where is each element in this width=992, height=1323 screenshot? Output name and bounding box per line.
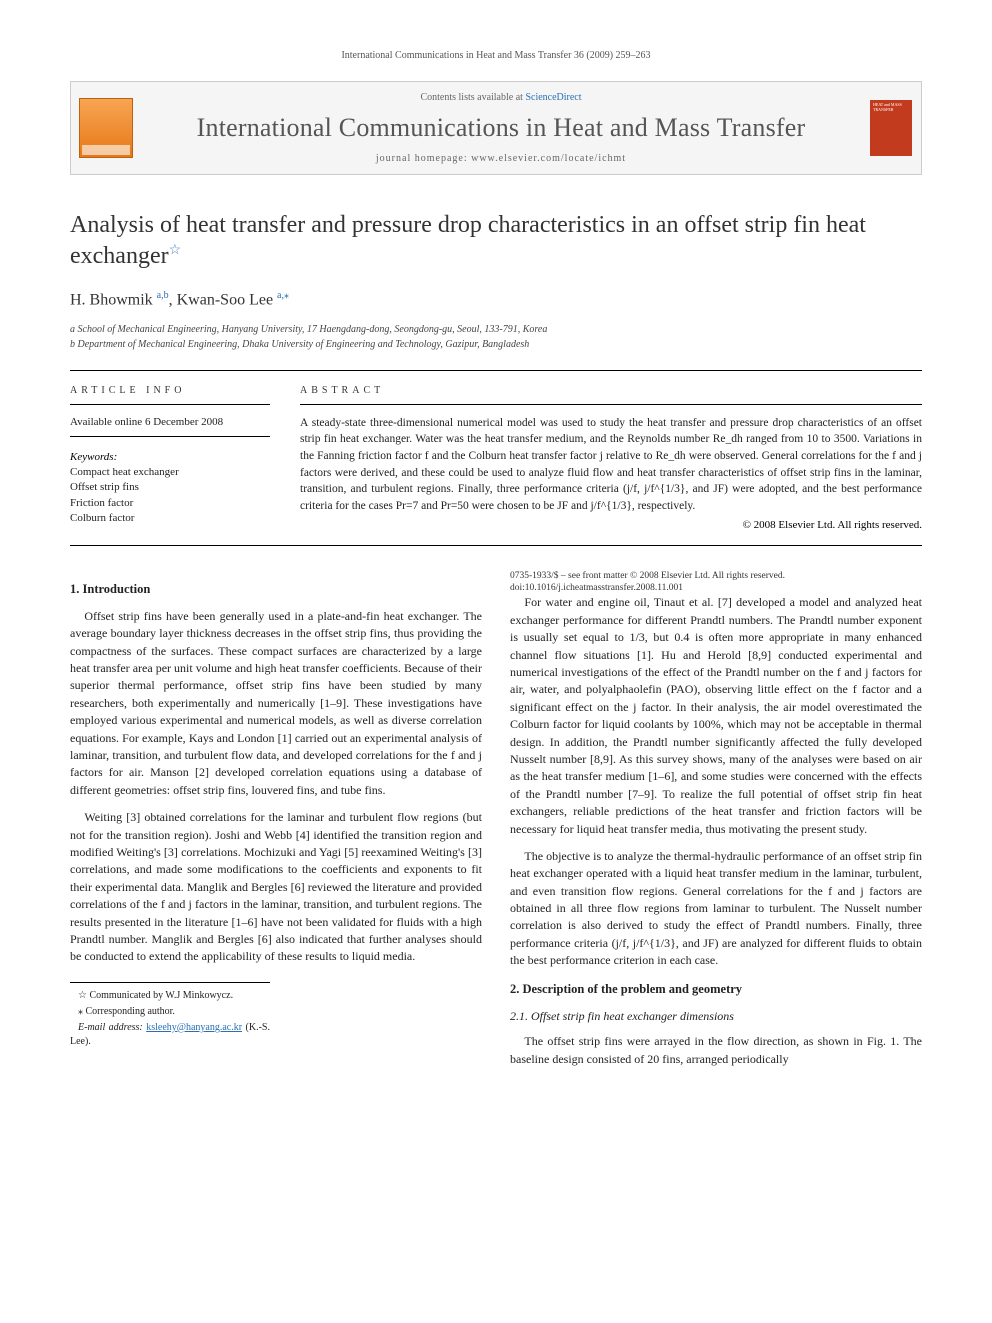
title-text: Analysis of heat transfer and pressure d… (70, 212, 866, 269)
divider (70, 436, 270, 437)
section-1-title: 1. Introduction (70, 580, 482, 598)
footer-doi: doi:10.1016/j.icheatmasstransfer.2008.11… (510, 582, 922, 594)
journal-cover-cell: HEAT and MASS TRANSFER (861, 82, 921, 174)
title-footnote-star-icon: ☆ (169, 243, 182, 258)
journal-homepage-line: journal homepage: www.elsevier.com/locat… (149, 153, 853, 164)
footnotes-block: ☆ Communicated by W.J Minkowycz. ⁎ Corre… (70, 982, 270, 1049)
keyword-item: Compact heat exchanger (70, 465, 270, 480)
footnote-corresponding: ⁎ Corresponding author. (70, 1005, 270, 1019)
email-label: E-mail address: (78, 1022, 143, 1033)
article-info-head: ARTICLE INFO (70, 385, 270, 396)
article-title: Analysis of heat transfer and pressure d… (70, 210, 922, 272)
divider (70, 404, 270, 405)
body-paragraph: Offset strip fins have been generally us… (70, 608, 482, 799)
homepage-url: www.elsevier.com/locate/ichmt (471, 153, 626, 164)
author-1-affil: a,b (157, 290, 169, 301)
abstract-copyright: © 2008 Elsevier Ltd. All rights reserved… (300, 519, 922, 531)
body-paragraph: Weiting [3] obtained correlations for th… (70, 809, 482, 966)
footnote-communicated: ☆ Communicated by W.J Minkowycz. (70, 989, 270, 1003)
masthead-center: Contents lists available at ScienceDirec… (141, 82, 861, 174)
publisher-logo-cell (71, 82, 141, 174)
body-two-column: 1. Introduction Offset strip fins have b… (70, 570, 922, 1071)
keywords-label: Keywords: (70, 451, 270, 463)
author-2: Kwan-Soo Lee (177, 292, 273, 309)
author-1: H. Bhowmik (70, 292, 153, 309)
body-paragraph: For water and engine oil, Tinaut et al. … (510, 594, 922, 837)
contents-prefix: Contents lists available at (420, 92, 525, 103)
body-paragraph: The objective is to analyze the thermal-… (510, 848, 922, 970)
elsevier-tree-icon (79, 98, 133, 158)
homepage-prefix: journal homepage: (376, 153, 471, 164)
keyword-item: Friction factor (70, 496, 270, 511)
author-2-affil: a, (277, 290, 284, 301)
available-online: Available online 6 December 2008 (70, 415, 270, 430)
info-abstract-row: ARTICLE INFO Available online 6 December… (70, 371, 922, 545)
authors-line: H. Bhowmik a,b, Kwan-Soo Lee a,⁎ (70, 290, 922, 309)
abstract-col: ABSTRACT A steady-state three-dimensiona… (300, 385, 922, 531)
affiliation-a: a School of Mechanical Engineering, Hany… (70, 322, 922, 337)
keyword-item: Offset strip fins (70, 480, 270, 495)
corresponding-mark-icon: ⁎ (284, 290, 289, 301)
running-head: International Communications in Heat and… (70, 50, 922, 61)
journal-name: International Communications in Heat and… (149, 113, 853, 143)
divider (300, 404, 922, 405)
footnote-email: E-mail address: ksleehy@hanyang.ac.kr (K… (70, 1021, 270, 1049)
email-link[interactable]: ksleehy@hanyang.ac.kr (146, 1022, 242, 1033)
article-info-col: ARTICLE INFO Available online 6 December… (70, 385, 270, 531)
affiliations: a School of Mechanical Engineering, Hany… (70, 322, 922, 352)
contents-available-line: Contents lists available at ScienceDirec… (149, 92, 853, 103)
divider (70, 545, 922, 546)
masthead: Contents lists available at ScienceDirec… (70, 81, 922, 175)
section-2-title: 2. Description of the problem and geomet… (510, 980, 922, 998)
footer-front-matter: 0735-1933/$ – see front matter © 2008 El… (510, 570, 922, 582)
keyword-item: Colburn factor (70, 511, 270, 526)
page-footer: 0735-1933/$ – see front matter © 2008 El… (510, 570, 922, 595)
journal-cover-icon: HEAT and MASS TRANSFER (870, 100, 912, 156)
sciencedirect-link[interactable]: ScienceDirect (525, 92, 581, 103)
abstract-text: A steady-state three-dimensional numeric… (300, 415, 922, 515)
affiliation-b: b Department of Mechanical Engineering, … (70, 337, 922, 352)
section-2-1-title: 2.1. Offset strip fin heat exchanger dim… (510, 1008, 922, 1025)
body-paragraph: The offset strip fins were arrayed in th… (510, 1033, 922, 1068)
abstract-head: ABSTRACT (300, 385, 922, 396)
